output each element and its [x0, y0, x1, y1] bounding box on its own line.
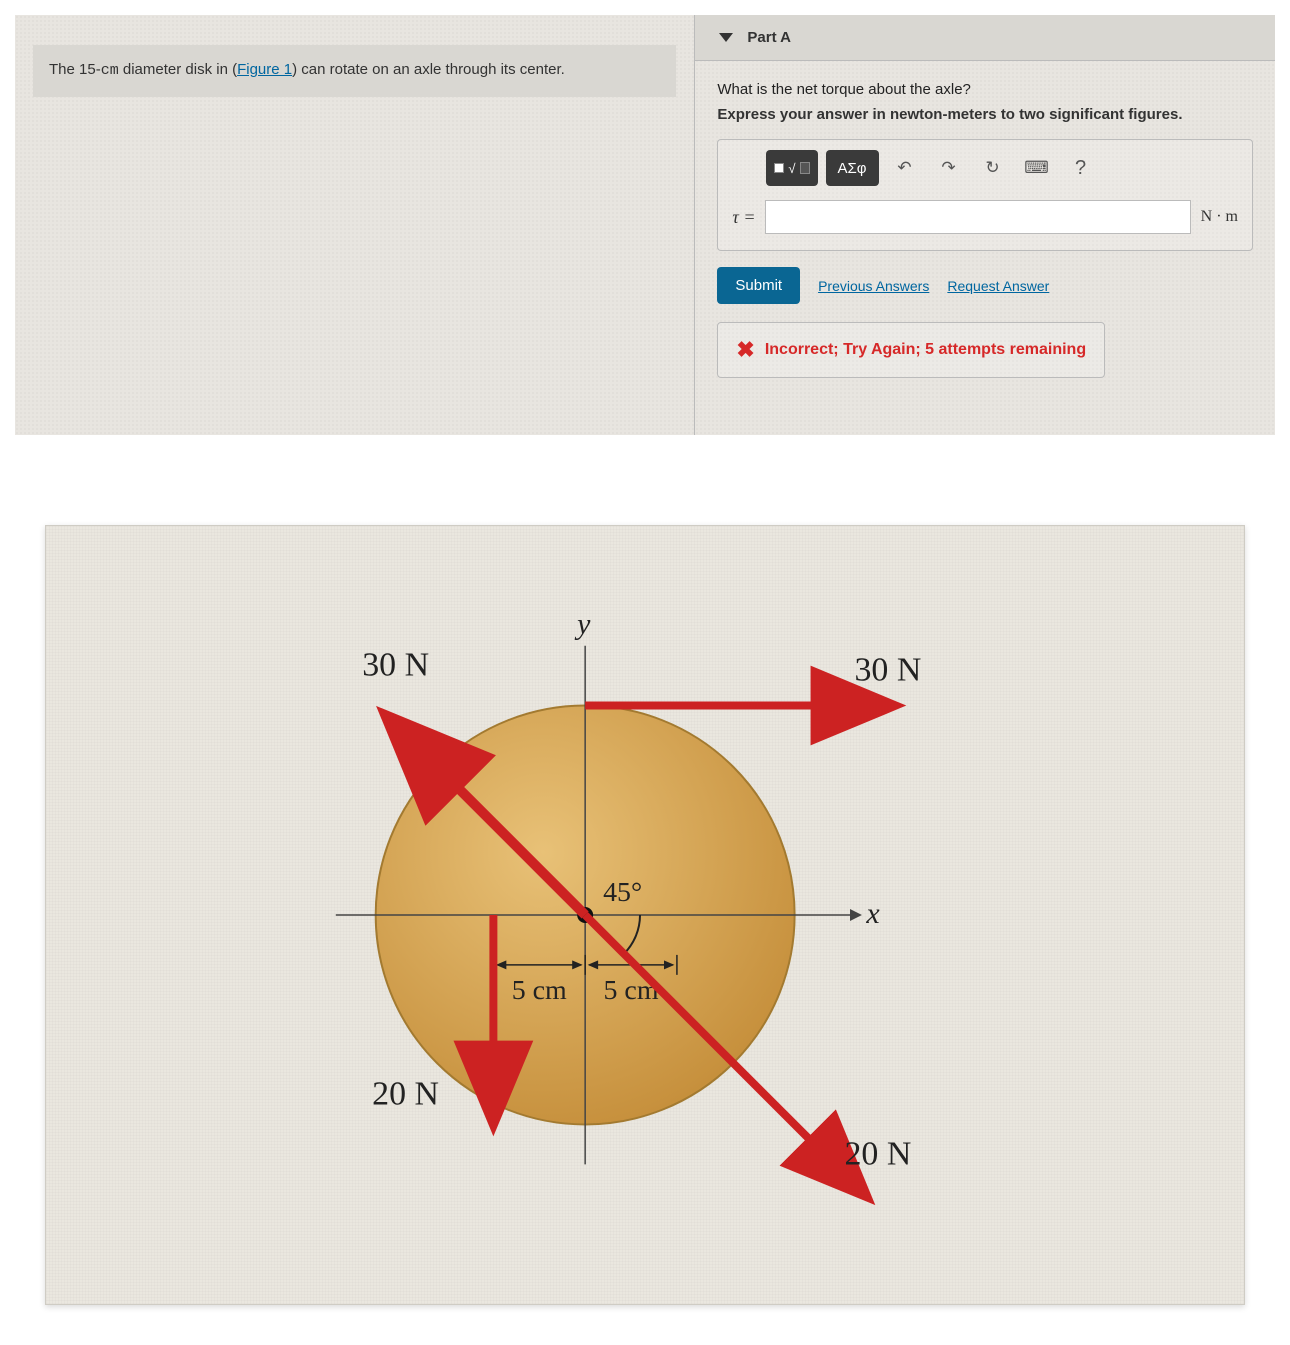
help-button[interactable]: ? — [1063, 150, 1099, 186]
redo-button[interactable]: ↷ — [931, 150, 967, 186]
feedback-text: Incorrect; Try Again; 5 attempts remaini… — [765, 341, 1086, 359]
figure-svg: x y 45° 5 cm 5 cm 30 N 30 N 20 N 20 N — [46, 526, 1244, 1304]
templates-icon: √ — [788, 161, 795, 176]
label-20N-bottom-right: 20 N — [844, 1135, 911, 1172]
feedback-box: ✖ Incorrect; Try Again; 5 attempts remai… — [717, 322, 1105, 378]
instruction-text: Express your answer in newton-meters to … — [717, 106, 1253, 123]
problem-mono: cm — [101, 62, 119, 79]
y-axis-label: y — [574, 608, 591, 641]
problem-panel: The 15-cm diameter disk in (Figure 1) ca… — [15, 15, 1275, 435]
reset-button[interactable]: ↻ — [975, 150, 1011, 186]
answer-box: √ ΑΣφ ↶ ↷ ↻ ⌨ ? τ = N · m — [717, 139, 1253, 251]
answer-row: τ = N · m — [732, 200, 1238, 234]
problem-middle: diameter disk in ( — [119, 61, 237, 78]
problem-statement: The 15-cm diameter disk in (Figure 1) ca… — [33, 45, 676, 97]
right-column: Part A What is the net torque about the … — [695, 15, 1275, 435]
keyboard-button[interactable]: ⌨ — [1019, 150, 1055, 186]
greek-button[interactable]: ΑΣφ — [826, 150, 879, 186]
part-header[interactable]: Part A — [695, 15, 1275, 61]
request-answer-link[interactable]: Request Answer — [947, 278, 1049, 294]
x-axis-label: x — [865, 897, 880, 930]
action-row: Submit Previous Answers Request Answer — [717, 267, 1253, 304]
part-title: Part A — [747, 29, 791, 46]
label-30N-top-right: 30 N — [854, 652, 921, 689]
problem-prefix: The 15- — [49, 61, 101, 78]
undo-button[interactable]: ↶ — [887, 150, 923, 186]
angle-label: 45° — [603, 877, 642, 908]
submit-button[interactable]: Submit — [717, 267, 800, 304]
templates-button[interactable]: √ — [766, 150, 817, 186]
dim-left-label: 5 cm — [512, 975, 567, 1006]
left-column: The 15-cm diameter disk in (Figure 1) ca… — [15, 15, 695, 435]
figure-panel: x y 45° 5 cm 5 cm 30 N 30 N 20 N 20 N — [45, 525, 1245, 1305]
problem-suffix: ) can rotate on an axle through its cent… — [292, 61, 565, 78]
figure-link[interactable]: Figure 1 — [237, 61, 292, 78]
collapse-arrow-icon[interactable] — [719, 33, 733, 42]
incorrect-icon: ✖ — [736, 337, 754, 363]
unit-label: N · m — [1201, 208, 1238, 226]
equation-toolbar: √ ΑΣφ ↶ ↷ ↻ ⌨ ? — [766, 150, 1238, 186]
question-text: What is the net torque about the axle? — [717, 81, 1253, 98]
previous-answers-link[interactable]: Previous Answers — [818, 278, 929, 294]
variable-label: τ = — [732, 207, 755, 228]
answer-input[interactable] — [765, 200, 1190, 234]
label-30N-top-left: 30 N — [362, 647, 429, 684]
label-20N-bottom-left: 20 N — [372, 1076, 439, 1113]
